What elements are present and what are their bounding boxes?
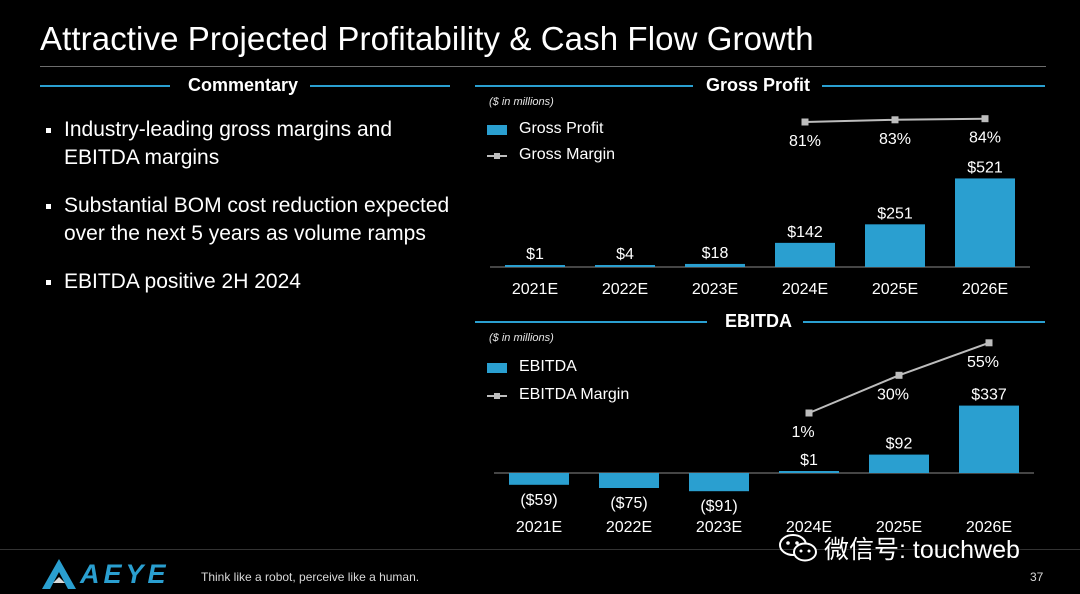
margin-data-label: 83%	[879, 131, 911, 148]
bar-2025E	[869, 454, 929, 473]
margin-point	[801, 118, 809, 126]
bullet-item: EBITDA positive 2H 2024	[44, 268, 454, 296]
x-tick-label: 2022E	[606, 519, 652, 536]
logo-mark-icon	[42, 559, 76, 589]
footer-divider	[0, 549, 1080, 550]
x-tick-label: 2026E	[966, 519, 1012, 536]
bar-2026E	[955, 178, 1015, 267]
x-tick-label: 2025E	[872, 281, 918, 298]
commentary-header-line-right	[310, 85, 450, 87]
legend-bar-swatch	[487, 125, 507, 135]
gross-profit-heading: Gross Profit	[706, 75, 811, 95]
x-tick-label: 2025E	[876, 519, 922, 536]
margin-point	[805, 409, 813, 417]
bar-data-label: $92	[886, 436, 913, 453]
x-tick-label: 2024E	[786, 519, 832, 536]
bar-2025E	[865, 224, 925, 267]
logo-wordmark: AEYE	[80, 559, 170, 589]
bullet-item: Industry-leading gross margins and EBITD…	[44, 116, 454, 172]
page-number: 37	[1030, 570, 1044, 584]
gross-profit-units-note: ($ in millions)	[489, 96, 554, 108]
bar-data-label: $1	[800, 452, 818, 469]
bar-data-label: $4	[616, 246, 634, 263]
margin-point	[891, 116, 899, 124]
ebitda-header-line-right	[803, 321, 1045, 323]
legend-label: Gross Profit	[519, 120, 604, 137]
legend-label: EBITDA Margin	[519, 386, 630, 403]
margin-data-label: 30%	[877, 386, 909, 403]
bar-2022E	[599, 473, 659, 488]
margin-data-label: 55%	[967, 354, 999, 371]
ebitda-units-note: ($ in millions)	[489, 332, 554, 344]
gross-profit-header-line-right	[822, 85, 1045, 87]
gross-profit-header: Gross Profit	[475, 75, 1045, 95]
footer-tagline: Think like a robot, perceive like a huma…	[201, 570, 420, 584]
wechat-icon	[779, 534, 817, 562]
ebitda-header-line-left	[475, 321, 707, 323]
legend-label: EBITDA	[519, 358, 577, 375]
bar-2023E	[689, 473, 749, 492]
bar-2022E	[595, 265, 655, 267]
legend-bar-swatch	[487, 363, 507, 373]
margin-point	[985, 339, 993, 347]
x-tick-label: 2024E	[782, 281, 828, 298]
legend-line-swatch	[487, 153, 507, 159]
bar-2021E	[509, 473, 569, 485]
margin-data-label: 81%	[789, 133, 821, 150]
bar-2024E	[779, 471, 839, 473]
bar-2026E	[959, 405, 1019, 473]
x-tick-label: 2021E	[512, 281, 558, 298]
gross-profit-chart: $1 2021E $4 2022E $18 2023E $142 2024E $251 2025E…	[490, 115, 1030, 298]
slide-title: Attractive Projected Profitability & Cas…	[40, 20, 814, 57]
bar-data-label: $521	[967, 159, 1003, 176]
ebitda-chart: ($59) 2021E ($75) 2022E ($91) 2023E $1 2024E $92…	[494, 339, 1034, 536]
bar-data-label: ($59)	[520, 492, 557, 509]
margin-data-label: 84%	[969, 130, 1001, 147]
bar-data-label: ($91)	[700, 498, 737, 515]
x-tick-label: 2023E	[692, 281, 738, 298]
bar-data-label: $337	[971, 387, 1007, 404]
x-tick-label: 2026E	[962, 281, 1008, 298]
margin-point	[981, 115, 989, 123]
margin-data-label: 1%	[791, 424, 814, 441]
margin-point	[895, 371, 903, 379]
watermark-text: 微信号: touchweb	[824, 536, 1020, 564]
bullet-item: Substantial BOM cost reduction expected …	[44, 192, 454, 248]
commentary-header-line-left	[40, 85, 170, 87]
gross-profit-header-line-left	[475, 85, 693, 87]
ebitda-header: EBITDA	[475, 311, 1045, 331]
bar-data-label: $1	[526, 246, 544, 263]
title-divider	[40, 66, 1046, 67]
commentary-bullets: Industry-leading gross margins and EBITD…	[44, 116, 454, 316]
bar-data-label: $251	[877, 205, 913, 222]
bar-2023E	[685, 263, 745, 267]
x-tick-label: 2021E	[516, 519, 562, 536]
legend-label: Gross Margin	[519, 146, 616, 163]
bar-2024E	[775, 242, 835, 267]
legend-line-swatch	[487, 393, 507, 399]
aeye-logo	[42, 559, 76, 589]
x-tick-label: 2023E	[696, 519, 742, 536]
bar-2021E	[505, 265, 565, 267]
commentary-heading: Commentary	[188, 75, 299, 95]
bar-data-label: $142	[787, 224, 823, 241]
commentary-header: Commentary	[40, 75, 450, 95]
bar-data-label: ($75)	[610, 495, 647, 512]
ebitda-heading: EBITDA	[725, 311, 792, 331]
bar-data-label: $18	[702, 245, 729, 262]
x-tick-label: 2022E	[602, 281, 648, 298]
